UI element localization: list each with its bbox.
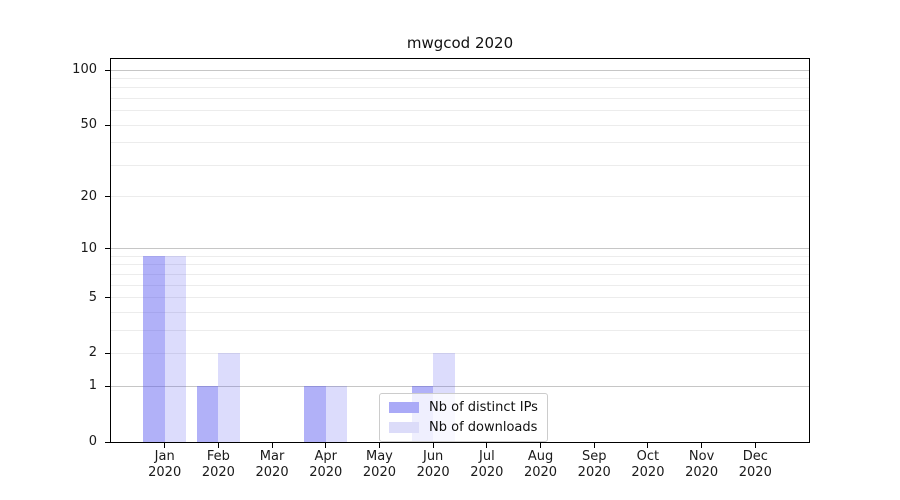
legend-label-downloads: Nb of downloads <box>429 420 538 435</box>
bar-distinct-ips <box>196 386 219 442</box>
chart-title: mwgcod 2020 <box>406 34 514 52</box>
y-tick-label: 0 <box>88 434 97 449</box>
y-tick-label: 1 <box>88 378 97 394</box>
x-tick-label: Feb 2020 <box>183 449 253 481</box>
x-tick-label: Apr 2020 <box>291 449 361 481</box>
x-tick-year: 2020 <box>255 465 289 480</box>
gridline-minor <box>111 142 809 144</box>
x-tick-mark <box>271 443 273 448</box>
x-tick-label: May 2020 <box>344 449 414 481</box>
gridline-minor <box>111 124 809 126</box>
x-tick-label: Oct 2020 <box>613 449 683 481</box>
x-tick-month: Feb <box>206 449 230 464</box>
y-tick-label: 100 <box>72 62 97 78</box>
y-tick-label: 2 <box>88 345 97 361</box>
gridline-minor <box>111 255 809 257</box>
y-tick-mark <box>105 196 110 198</box>
x-tick-year: 2020 <box>577 465 611 480</box>
x-tick-month: Sep <box>581 449 607 464</box>
x-tick-label: Sep 2020 <box>559 449 629 481</box>
legend-swatch-distinct-ips <box>389 402 419 413</box>
bar-downloads <box>325 386 348 442</box>
legend-row-downloads: Nb of downloads <box>389 420 538 435</box>
legend: Nb of distinct IPs Nb of downloads <box>379 393 548 442</box>
gridline-minor <box>111 98 809 100</box>
x-tick-label: Jun 2020 <box>398 449 468 481</box>
x-tick-year: 2020 <box>523 465 558 480</box>
x-tick-month: Dec <box>742 449 768 464</box>
x-tick-month: Apr <box>314 449 338 464</box>
x-tick-mark <box>164 443 166 448</box>
y-tick-mark <box>105 441 110 443</box>
bar-distinct-ips <box>143 256 165 442</box>
x-tick-month: Jan <box>154 449 175 464</box>
bar-distinct-ips <box>304 386 326 442</box>
bar-downloads <box>218 353 240 442</box>
gridline-minor <box>111 329 809 331</box>
x-tick-year: 2020 <box>685 465 719 480</box>
x-tick-month: Aug <box>527 449 554 464</box>
x-tick-year: 2020 <box>309 465 343 480</box>
x-tick-label: Aug 2020 <box>506 449 576 481</box>
gridline-major <box>111 248 809 250</box>
y-tick-mark <box>105 385 110 387</box>
x-tick-label: Dec 2020 <box>720 449 790 481</box>
y-tick-label: 20 <box>80 188 97 204</box>
gridline-minor <box>111 164 809 166</box>
plot-area: Nb of distinct IPs Nb of downloads <box>110 58 810 443</box>
x-tick-mark <box>540 443 542 448</box>
x-tick-year: 2020 <box>738 465 772 480</box>
gridline-major <box>111 385 809 387</box>
y-tick-label: 50 <box>80 117 97 133</box>
x-tick-year: 2020 <box>362 465 396 480</box>
legend-swatch-downloads <box>389 422 419 433</box>
gridline-minor <box>111 78 809 80</box>
x-tick-mark <box>325 443 327 448</box>
gridline-minor <box>111 284 809 286</box>
x-tick-year: 2020 <box>470 465 504 480</box>
gridline-minor <box>111 110 809 112</box>
gridline-minor <box>111 273 809 275</box>
y-tick-mark <box>105 248 110 250</box>
x-tick-mark <box>701 443 703 448</box>
x-tick-label: Jan 2020 <box>130 449 200 481</box>
x-tick-mark <box>754 443 756 448</box>
x-tick-mark <box>432 443 434 448</box>
x-tick-year: 2020 <box>631 465 665 480</box>
gridline-minor <box>111 352 809 354</box>
legend-label-distinct-ips: Nb of distinct IPs <box>429 400 538 415</box>
y-tick-mark <box>105 297 110 299</box>
gridline-minor <box>111 297 809 299</box>
y-tick-label: 10 <box>80 240 97 256</box>
y-tick-label: 5 <box>88 289 97 305</box>
x-tick-mark <box>486 443 488 448</box>
x-tick-year: 2020 <box>416 465 450 480</box>
x-tick-mark <box>647 443 649 448</box>
x-tick-month: Jun <box>422 449 444 464</box>
x-tick-label: Mar 2020 <box>237 449 307 481</box>
gridline-minor <box>111 264 809 266</box>
x-tick-mark <box>378 443 380 448</box>
y-tick-mark <box>105 69 110 71</box>
x-tick-month: May <box>366 449 393 464</box>
x-tick-month: Mar <box>259 449 285 464</box>
legend-row-distinct-ips: Nb of distinct IPs <box>389 400 538 415</box>
x-tick-year: 2020 <box>148 465 182 480</box>
gridline-minor <box>111 196 809 198</box>
x-tick-label: Nov 2020 <box>667 449 737 481</box>
gridline-major <box>111 69 809 71</box>
y-tick-mark <box>105 352 110 354</box>
x-tick-month: Nov <box>688 449 715 464</box>
x-tick-mark <box>217 443 219 448</box>
gridline-minor <box>111 311 809 313</box>
x-tick-label: Jul 2020 <box>452 449 522 481</box>
x-tick-month: Jul <box>479 449 495 464</box>
bar-downloads <box>164 256 187 442</box>
gridline-minor <box>111 87 809 89</box>
x-tick-mark <box>593 443 595 448</box>
x-tick-month: Oct <box>636 449 660 464</box>
y-tick-mark <box>105 124 110 126</box>
x-tick-year: 2020 <box>201 465 235 480</box>
